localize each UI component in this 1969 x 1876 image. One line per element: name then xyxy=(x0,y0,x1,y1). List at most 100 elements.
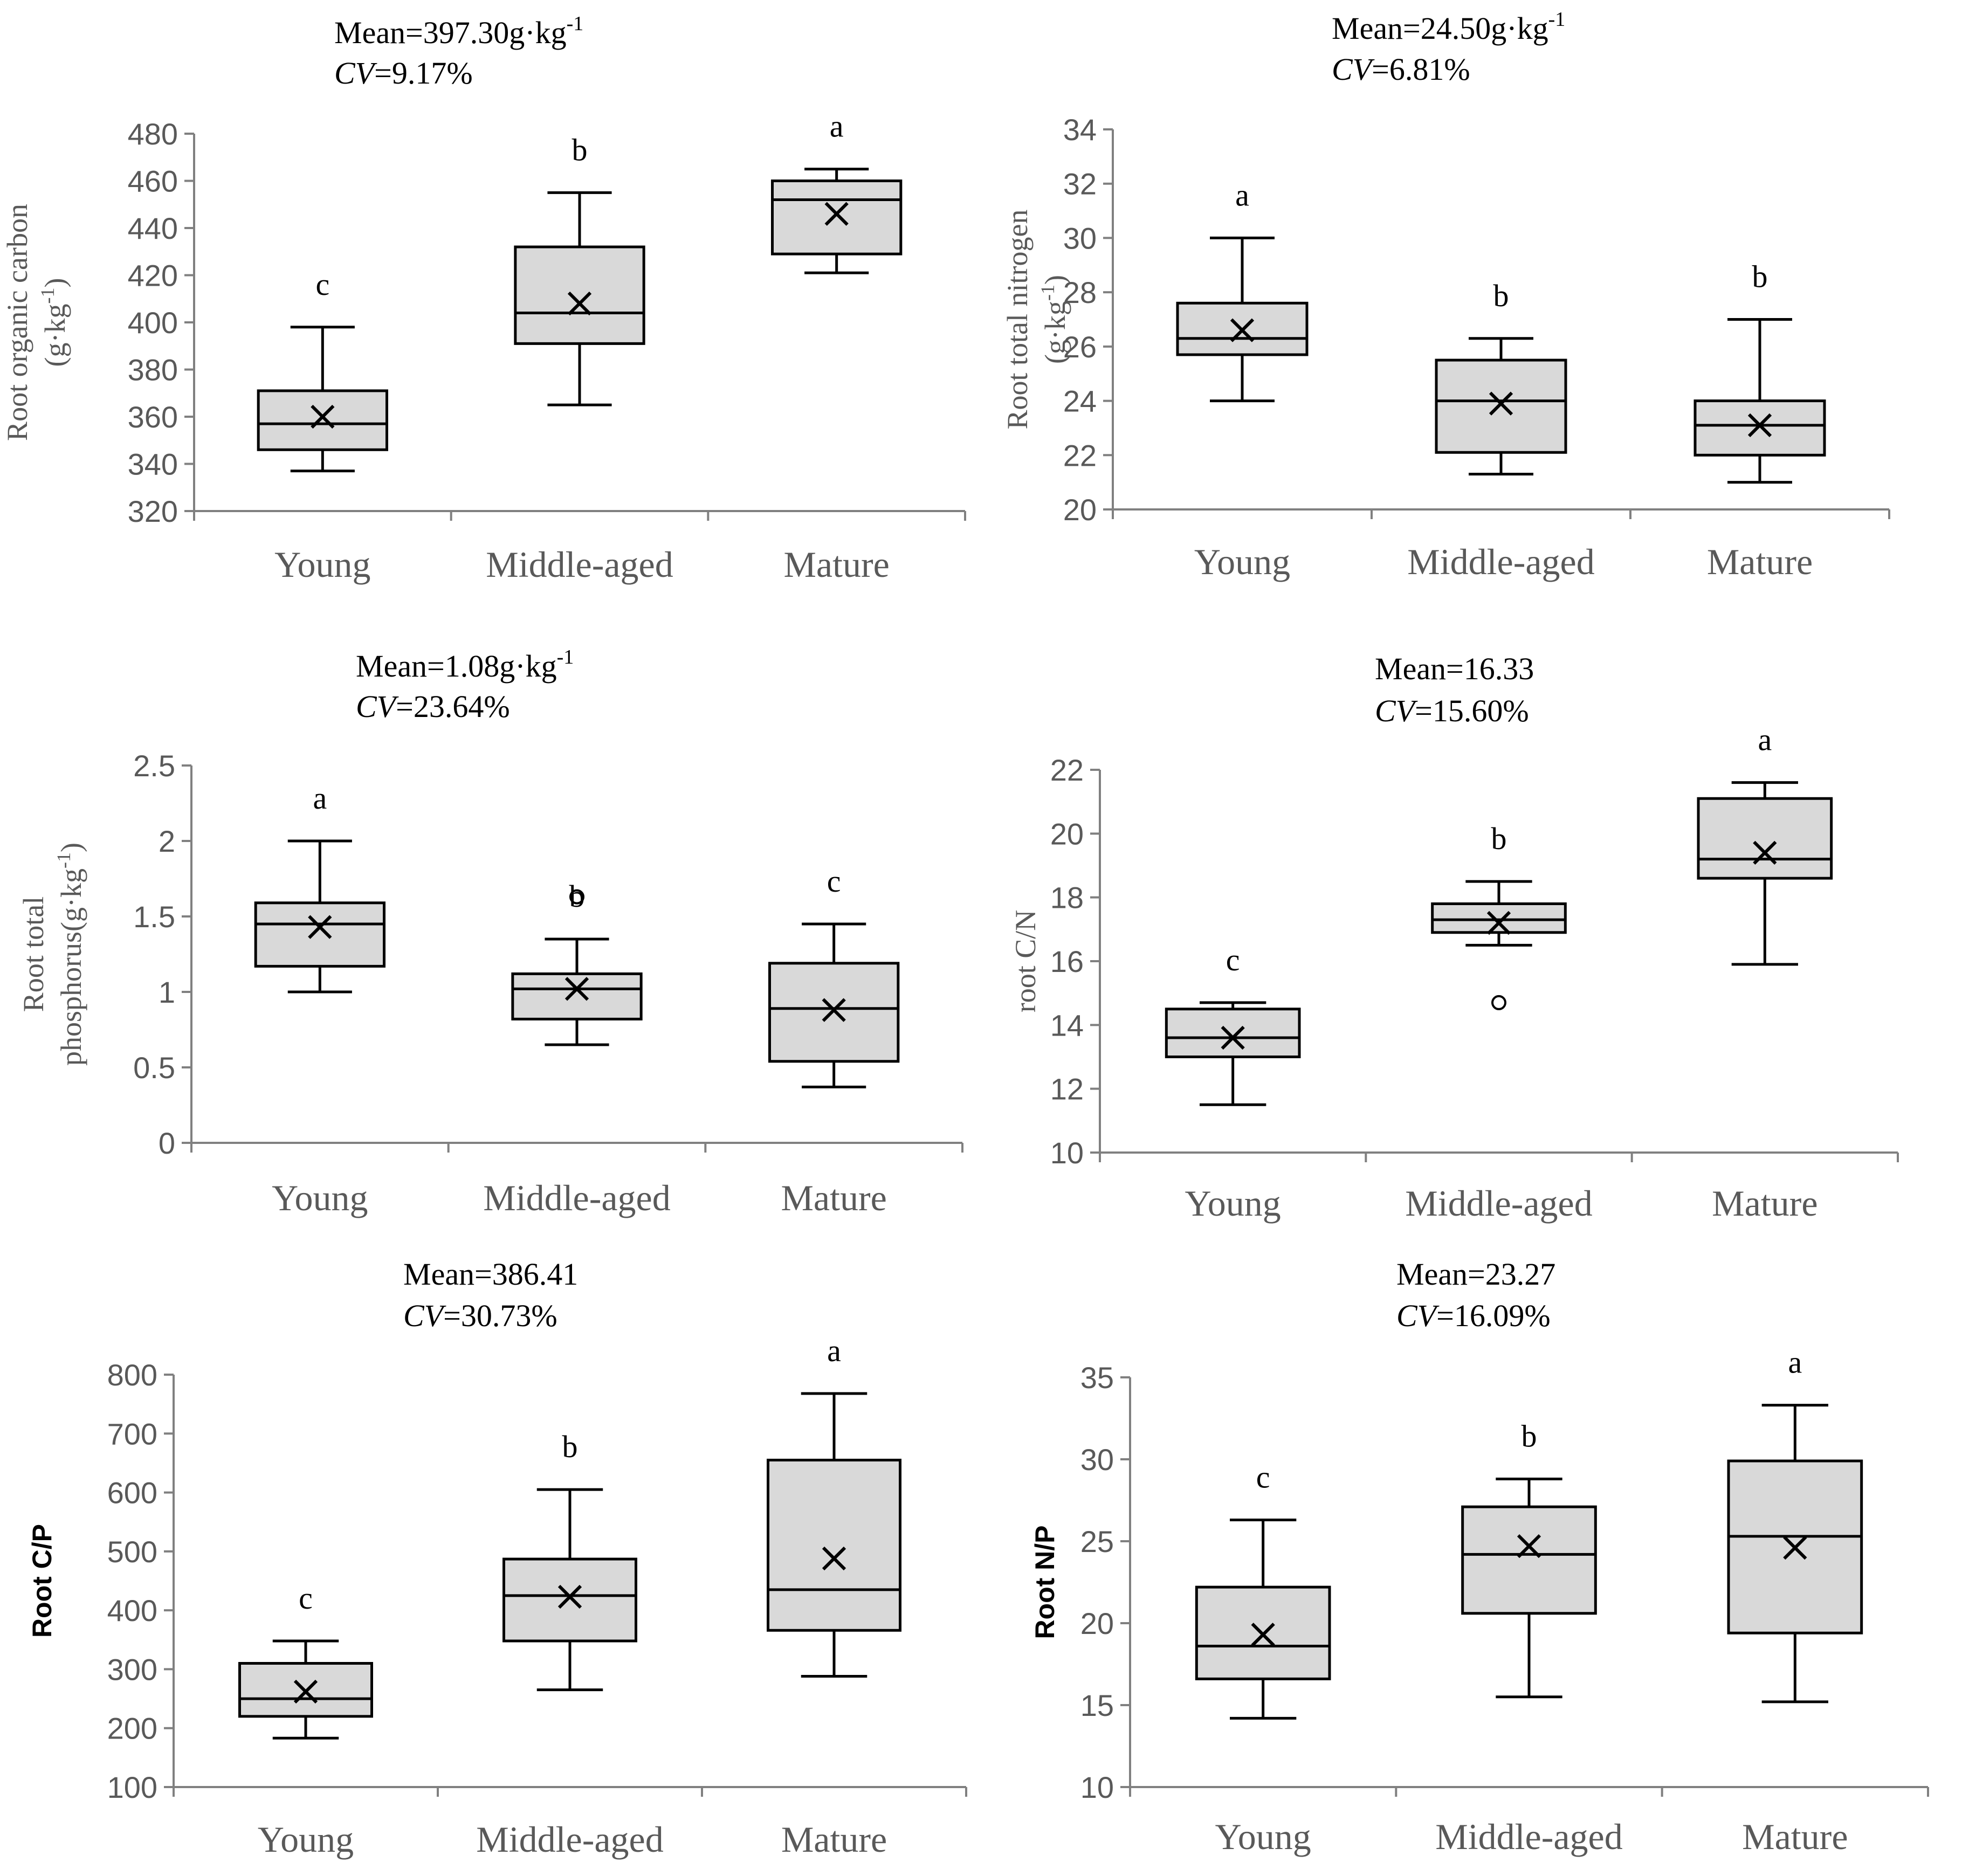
y-tick-label: 2.5 xyxy=(133,749,175,783)
x-category-label: Middle-aged xyxy=(1435,1816,1622,1857)
y-tick-label: 380 xyxy=(128,353,178,387)
significance-letter: b xyxy=(572,132,588,167)
box-middle-aged: b xyxy=(511,879,643,1046)
y-tick-label: 400 xyxy=(107,1594,157,1627)
box-mature: b xyxy=(1693,259,1826,484)
significance-letter: a xyxy=(830,109,844,144)
stat-cv: CV=16.09% xyxy=(1396,1298,1551,1333)
y-tick-label: 460 xyxy=(128,164,178,198)
y-axis-label: Root total nitrogen xyxy=(1001,210,1034,430)
x-category-label: Middle-aged xyxy=(483,1177,670,1218)
x-category-label: Young xyxy=(1185,1183,1281,1224)
mean-marker xyxy=(1251,1623,1275,1647)
mean-marker xyxy=(822,998,846,1022)
x-category-label: Young xyxy=(272,1177,368,1218)
mean-marker xyxy=(1230,318,1255,342)
stat-mean: Mean=386.41 xyxy=(403,1257,578,1292)
x-category-label: Middle-aged xyxy=(1407,541,1594,582)
mean-marker xyxy=(824,202,849,226)
significance-letter: c xyxy=(299,1581,313,1616)
x-category-label: Young xyxy=(1194,541,1290,582)
mean-marker xyxy=(311,404,335,429)
chart-panel-root-np: Mean=23.27 CV=16.09% Root N/P 10 15 20 25 30 35 c… xyxy=(1030,1257,1929,1857)
y-axis-label: Root organic carbon xyxy=(1,204,33,441)
stat-cv: CV=15.60% xyxy=(1375,693,1529,728)
y-tick-label: 35 xyxy=(1080,1361,1114,1395)
y-tick-label: 14 xyxy=(1050,1008,1084,1042)
chart-panel-root-cn: Mean=16.33 CV=15.60% root C/N 10 12 14 16 18 20 2… xyxy=(1009,651,1899,1224)
x-category-label: Mature xyxy=(783,544,889,585)
y-tick-label: 20 xyxy=(1050,817,1084,851)
y-tick-label: 0 xyxy=(159,1126,175,1160)
box-mature: a xyxy=(1697,722,1833,966)
x-category-label: Young xyxy=(274,544,370,585)
y-tick-label: 22 xyxy=(1063,438,1097,472)
box-middle-aged: b xyxy=(1431,821,1567,1010)
box-iqr xyxy=(1165,1008,1301,1058)
y-axis-label-unit: (g·kg-1) xyxy=(1037,275,1071,364)
mean-marker xyxy=(308,915,332,939)
y-tick-label: 200 xyxy=(107,1712,157,1746)
y-tick-label: 360 xyxy=(128,400,178,434)
y-tick-label: 10 xyxy=(1050,1136,1084,1170)
chart-panel-root-cp: Mean=386.41 CV=30.73% Root C/P 100 200 300 400… xyxy=(27,1257,967,1860)
x-category-label: Mature xyxy=(781,1819,887,1860)
mean-marker xyxy=(1486,911,1511,935)
significance-letter: a xyxy=(827,1333,841,1368)
y-tick-label: 25 xyxy=(1080,1525,1114,1558)
mean-marker xyxy=(1783,1536,1807,1560)
significance-letter: a xyxy=(1788,1345,1802,1380)
box-young: a xyxy=(254,781,385,994)
y-tick-label: 20 xyxy=(1063,493,1097,527)
significance-letter: b xyxy=(569,879,585,914)
y-tick-label: 700 xyxy=(107,1417,157,1451)
stat-mean: Mean=397.30g·kg-1 xyxy=(334,12,583,50)
mean-marker xyxy=(1753,840,1777,865)
box-middle-aged: b xyxy=(1435,278,1567,476)
chart-panel-root-total-phosphorus: Mean=1.08g·kg-1 CV=23.64% Root total phosph… xyxy=(17,646,963,1218)
box-iqr xyxy=(1431,902,1567,934)
x-category-label: Middle-aged xyxy=(476,1819,663,1860)
x-category-label: Mature xyxy=(1712,1183,1817,1224)
box-iqr xyxy=(1693,399,1826,457)
y-tick-label: 2 xyxy=(159,824,175,858)
box-mature: a xyxy=(767,1333,901,1678)
y-tick-label: 24 xyxy=(1063,384,1097,418)
y-tick-label: 420 xyxy=(128,259,178,293)
y-axis-label: Root N/P xyxy=(1030,1525,1060,1639)
box-iqr xyxy=(514,245,645,345)
box-middle-aged: b xyxy=(1461,1418,1597,1699)
y-axis-label-unit: (g·kg-1) xyxy=(37,278,71,367)
y-tick-label: 32 xyxy=(1063,167,1097,201)
significance-letter: c xyxy=(827,864,841,899)
y-tick-label: 0.5 xyxy=(133,1051,175,1085)
mean-marker xyxy=(1489,391,1513,416)
x-category-label: Young xyxy=(1215,1816,1311,1857)
mean-marker xyxy=(564,977,589,1001)
box-iqr xyxy=(1697,797,1833,880)
significance-letter: b xyxy=(1752,259,1768,294)
box-mature: a xyxy=(771,109,903,274)
stat-mean: Mean=24.50g·kg-1 xyxy=(1332,8,1565,46)
x-category-label: Middle-aged xyxy=(1405,1183,1592,1224)
x-category-label: Mature xyxy=(1707,541,1813,582)
mean-marker xyxy=(293,1679,318,1704)
y-tick-label: 10 xyxy=(1080,1770,1114,1804)
stat-cv: CV=9.17% xyxy=(334,56,473,91)
significance-letter: b xyxy=(1493,278,1509,313)
stat-cv: CV=6.81% xyxy=(1332,52,1470,87)
significance-letter: a xyxy=(1235,177,1249,212)
box-iqr xyxy=(502,1557,637,1643)
y-tick-label: 12 xyxy=(1050,1072,1084,1106)
x-category-label: Young xyxy=(258,1819,354,1860)
x-category-label: Mature xyxy=(1742,1816,1848,1857)
y-tick-label: 800 xyxy=(107,1358,157,1392)
box-iqr xyxy=(511,972,643,1020)
y-tick-label: 340 xyxy=(128,447,178,481)
stat-mean: Mean=1.08g·kg-1 xyxy=(356,646,574,684)
mean-marker xyxy=(822,1546,846,1571)
mean-marker xyxy=(567,291,592,316)
box-young: c xyxy=(1165,942,1301,1106)
y-tick-label: 300 xyxy=(107,1652,157,1686)
box-iqr xyxy=(257,389,388,451)
